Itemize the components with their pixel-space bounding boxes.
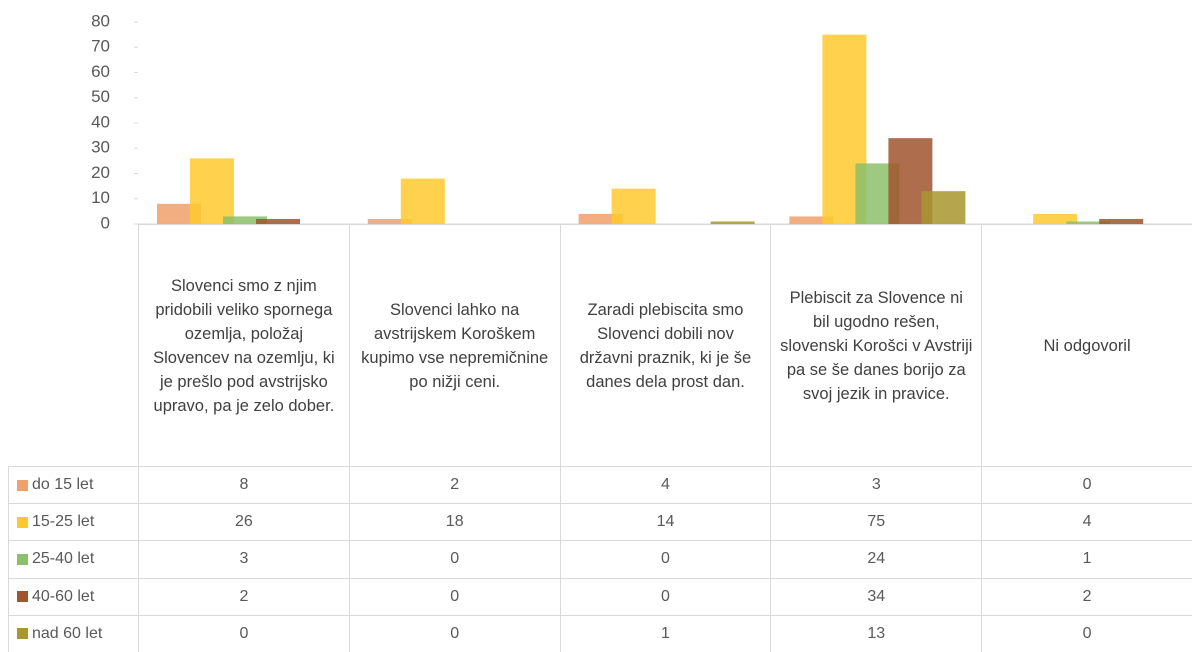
bar — [578, 213, 623, 224]
legend-label: nad 60 let — [32, 624, 103, 642]
table-value: 3 — [770, 466, 983, 505]
legend-swatch — [17, 516, 28, 528]
bar — [611, 188, 656, 224]
bar — [400, 178, 445, 224]
table-value: 1 — [559, 614, 772, 652]
bar — [789, 216, 834, 224]
bar — [1066, 221, 1111, 224]
bar — [223, 216, 267, 224]
bar — [1099, 218, 1144, 224]
table-value: 0 — [348, 540, 561, 579]
bar — [1033, 213, 1078, 224]
category-label: Ni odgovoril — [981, 224, 1192, 467]
table-value: 13 — [770, 614, 983, 652]
legend-swatch — [17, 479, 28, 491]
table-value: 2 — [348, 466, 561, 505]
legend-entry: nad 60 let — [8, 614, 139, 652]
bar — [256, 218, 300, 224]
table-value: 1 — [981, 540, 1192, 579]
legend-label: 25-40 let — [32, 550, 95, 568]
legend-swatch — [17, 553, 28, 565]
y-tick-label: 20 — [91, 163, 110, 182]
table-value: 0 — [981, 614, 1192, 652]
y-tick-label: 70 — [91, 37, 110, 56]
table-value: 8 — [138, 466, 350, 505]
bar — [190, 158, 234, 224]
legend-label: 15-25 let — [32, 513, 95, 531]
category-label: Plebiscit za Slovence ni bil ugodno reše… — [770, 224, 983, 467]
legend-label: 40-60 let — [32, 587, 95, 605]
y-tick-label: 10 — [91, 188, 110, 207]
table-value: 34 — [770, 577, 983, 616]
legend-swatch — [17, 628, 28, 640]
y-tick-label: 40 — [91, 112, 110, 131]
legend-entry: 15-25 let — [8, 503, 139, 542]
table-value: 14 — [559, 503, 772, 542]
legend-entry: 40-60 let — [8, 577, 139, 616]
table-value: 2 — [981, 577, 1192, 616]
table-value: 2 — [138, 577, 350, 616]
table-value: 0 — [559, 540, 772, 579]
legend-entry: do 15 let — [8, 466, 139, 505]
y-tick-label: 80 — [91, 11, 110, 30]
table-value: 75 — [770, 503, 983, 542]
y-tick-label: 0 — [101, 213, 110, 232]
legend-swatch — [17, 591, 28, 603]
table-value: 18 — [348, 503, 561, 542]
category-label: Slovenci smo z njim pridobili veliko spo… — [138, 224, 350, 467]
legend-label: do 15 let — [32, 476, 94, 494]
table-value: 26 — [138, 503, 350, 542]
bar — [921, 191, 966, 224]
y-tick-label: 50 — [91, 87, 110, 106]
table-value: 0 — [138, 614, 350, 652]
y-tick-label: 60 — [91, 62, 110, 81]
table-value: 0 — [981, 466, 1192, 505]
legend-entry: 25-40 let — [8, 540, 139, 579]
table-value: 24 — [770, 540, 983, 579]
bar — [367, 218, 412, 224]
category-label: Slovenci lahko na avstrijskem Koroškem k… — [348, 224, 561, 467]
bar — [710, 221, 755, 224]
table-value: 0 — [348, 614, 561, 652]
table-value: 0 — [559, 577, 772, 616]
table-value: 4 — [559, 466, 772, 505]
table-value: 3 — [138, 540, 350, 579]
y-tick-label: 30 — [91, 138, 110, 157]
category-label: Zaradi plebiscita smo Slovenci dobili no… — [559, 224, 772, 467]
table-value: 4 — [981, 503, 1192, 542]
table-value: 0 — [348, 577, 561, 616]
